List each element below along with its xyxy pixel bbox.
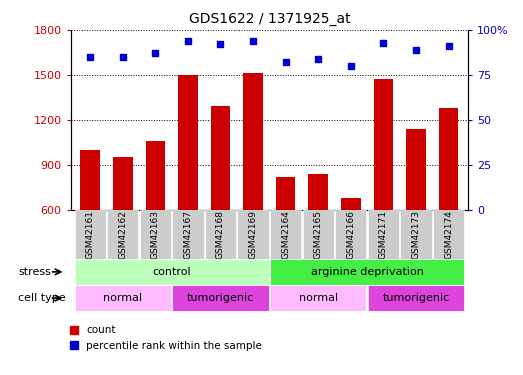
Point: [151, 50, 160, 56]
Point: [445, 43, 453, 49]
Text: GSM42164: GSM42164: [281, 210, 290, 259]
Text: tumorigenic: tumorigenic: [187, 293, 254, 303]
FancyBboxPatch shape: [335, 210, 367, 259]
Text: GSM42168: GSM42168: [216, 210, 225, 259]
Text: GSM42171: GSM42171: [379, 210, 388, 259]
Bar: [276, 177, 295, 300]
Legend: count, percentile rank within the sample: count, percentile rank within the sample: [65, 321, 266, 355]
Point: [86, 54, 94, 60]
Bar: [178, 75, 198, 300]
Bar: [373, 80, 393, 300]
Bar: [439, 108, 458, 300]
Title: GDS1622 / 1371925_at: GDS1622 / 1371925_at: [188, 12, 350, 26]
Bar: [341, 198, 360, 300]
Point: [379, 40, 388, 46]
Text: tumorigenic: tumorigenic: [382, 293, 450, 303]
FancyBboxPatch shape: [270, 210, 301, 259]
Text: GSM42162: GSM42162: [118, 210, 127, 259]
Bar: [406, 129, 426, 300]
FancyBboxPatch shape: [172, 285, 269, 311]
FancyBboxPatch shape: [303, 210, 334, 259]
Text: normal: normal: [103, 293, 142, 303]
Point: [249, 38, 257, 44]
Text: normal: normal: [299, 293, 338, 303]
Point: [184, 38, 192, 44]
FancyBboxPatch shape: [368, 285, 464, 311]
FancyBboxPatch shape: [270, 285, 367, 311]
Text: GSM42173: GSM42173: [412, 210, 420, 259]
Text: GSM42167: GSM42167: [184, 210, 192, 259]
Bar: [145, 141, 165, 300]
FancyBboxPatch shape: [368, 210, 399, 259]
Text: GSM42161: GSM42161: [86, 210, 95, 259]
Point: [314, 56, 322, 62]
FancyBboxPatch shape: [140, 210, 171, 259]
Text: GSM42174: GSM42174: [444, 210, 453, 259]
Bar: [309, 174, 328, 300]
Bar: [243, 74, 263, 300]
Text: GSM42163: GSM42163: [151, 210, 160, 259]
FancyBboxPatch shape: [74, 210, 106, 259]
FancyBboxPatch shape: [74, 259, 269, 285]
FancyBboxPatch shape: [270, 259, 464, 285]
Text: stress: stress: [18, 267, 51, 277]
Bar: [211, 106, 230, 300]
Text: cell type: cell type: [18, 293, 66, 303]
Bar: [81, 150, 100, 300]
FancyBboxPatch shape: [107, 210, 139, 259]
Point: [412, 47, 420, 53]
Text: arginine deprivation: arginine deprivation: [311, 267, 424, 277]
Point: [119, 54, 127, 60]
FancyBboxPatch shape: [74, 285, 171, 311]
FancyBboxPatch shape: [237, 210, 269, 259]
Point: [347, 63, 355, 69]
FancyBboxPatch shape: [205, 210, 236, 259]
FancyBboxPatch shape: [433, 210, 464, 259]
FancyBboxPatch shape: [400, 210, 431, 259]
Text: control: control: [152, 267, 191, 277]
Point: [281, 59, 290, 65]
Bar: [113, 158, 132, 300]
Text: GSM42165: GSM42165: [314, 210, 323, 259]
Text: GSM42166: GSM42166: [346, 210, 355, 259]
Text: GSM42169: GSM42169: [248, 210, 257, 259]
FancyBboxPatch shape: [172, 210, 203, 259]
Point: [217, 41, 225, 47]
